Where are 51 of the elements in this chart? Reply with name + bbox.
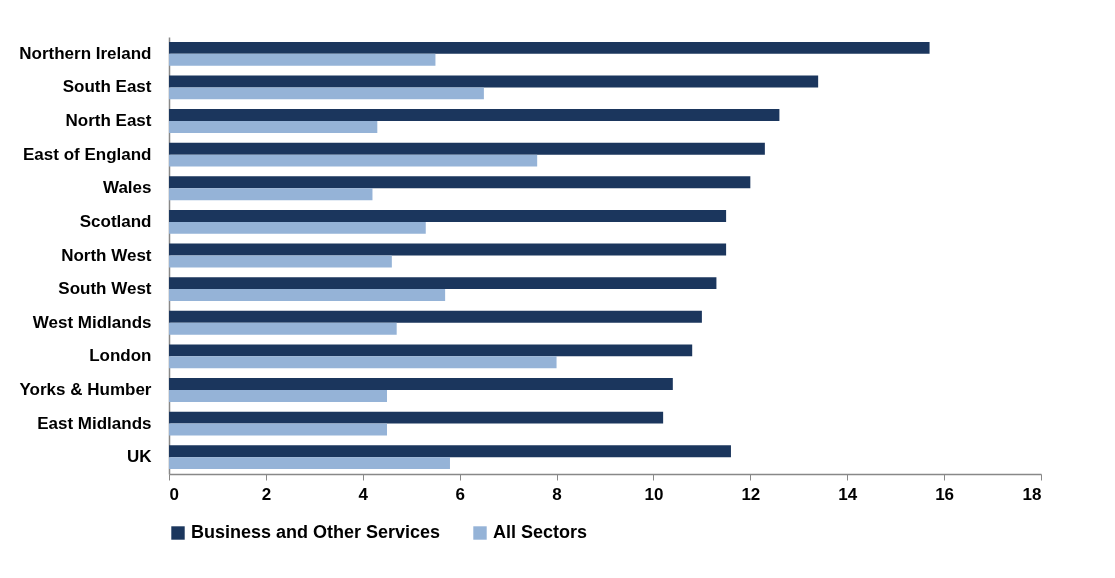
x-tick-label: 14 — [838, 484, 858, 504]
x-tick-label: 12 — [741, 484, 761, 504]
bar — [169, 154, 538, 167]
y-tick-label: East of England — [23, 144, 152, 164]
bar — [169, 75, 819, 88]
x-tick-label: 16 — [935, 484, 955, 504]
bar — [169, 41, 930, 54]
bar — [169, 322, 397, 335]
bar — [169, 243, 727, 256]
x-tick-label: 0 — [169, 484, 179, 504]
bar — [169, 176, 751, 189]
bar — [169, 344, 693, 357]
x-tick-label: 4 — [358, 484, 369, 504]
bar — [169, 457, 450, 470]
x-tick-label: 8 — [552, 484, 562, 504]
x-tick-label: 10 — [644, 484, 664, 504]
y-tick-label: UK — [126, 447, 153, 467]
y-tick-label: East Midlands — [37, 413, 152, 433]
y-tick-label: South East — [62, 77, 152, 97]
bar — [169, 209, 727, 222]
y-tick-label: North East — [65, 111, 152, 131]
bar — [169, 121, 378, 133]
x-tick-label: 18 — [1022, 484, 1042, 504]
bar — [169, 142, 765, 155]
bar — [169, 389, 387, 402]
y-tick-label: Wales — [102, 178, 152, 198]
x-tick-label: 6 — [455, 484, 465, 504]
bar — [169, 53, 436, 66]
y-tick-label: North West — [61, 245, 152, 265]
bar — [169, 87, 484, 100]
bar — [169, 277, 717, 290]
bar — [169, 445, 731, 458]
bar — [169, 356, 557, 369]
bar — [169, 310, 702, 323]
legend-label: Business and Other Services — [191, 522, 441, 542]
y-tick-label: Northern Ireland — [19, 43, 152, 63]
y-tick-label: South West — [58, 279, 152, 299]
y-tick-label: Yorks & Humber — [19, 379, 152, 399]
y-tick-label: West Midlands — [32, 312, 152, 332]
bar — [169, 423, 387, 436]
bar — [169, 109, 780, 122]
bar — [169, 188, 373, 201]
bar — [169, 411, 664, 424]
y-tick-label: London — [89, 346, 152, 366]
legend-label: All Sectors — [493, 522, 588, 542]
y-tick-label: Scotland — [79, 211, 152, 231]
bar — [169, 289, 446, 302]
x-tick-label: 2 — [261, 484, 272, 504]
bar — [169, 378, 673, 390]
bar — [169, 221, 426, 234]
bar — [169, 255, 392, 268]
